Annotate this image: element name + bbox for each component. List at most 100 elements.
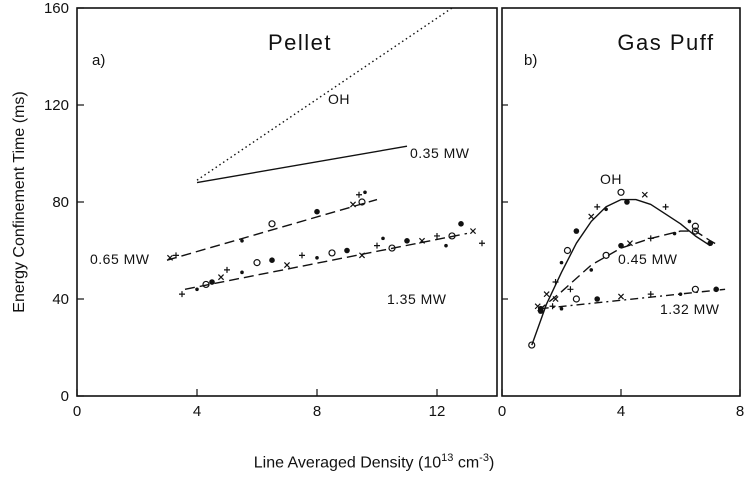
panel-a-series-3-point-11 bbox=[315, 255, 319, 260]
panel-a-series-3-point-8 bbox=[269, 257, 275, 264]
panel-a-series-3-point-6 bbox=[240, 270, 244, 275]
x-axis-label-pre: Line Averaged Density (10 bbox=[253, 454, 442, 472]
panel-a-series-3-point-1 bbox=[195, 287, 199, 292]
panel-a-ytick-label-2: 80 bbox=[52, 194, 69, 211]
panel-b-series-2-point-9 bbox=[713, 286, 719, 293]
panel-b-series-1-point-6 bbox=[626, 240, 633, 247]
panel-a-series-2-point-4 bbox=[314, 208, 320, 215]
panel-b-title: Gas Puff bbox=[617, 30, 714, 55]
x-axis-label-mid: cm bbox=[453, 454, 480, 472]
panel-b-series-1-point-10 bbox=[707, 240, 714, 247]
panel-a-xtick-label-0: 0 bbox=[73, 403, 81, 420]
panel-a-xtick-label-2: 8 bbox=[313, 403, 321, 420]
panel-a-frame bbox=[76, 7, 498, 397]
panel-b-series-1-point-4 bbox=[602, 251, 610, 259]
panel-a-series-3-point-9 bbox=[283, 262, 291, 269]
panel-b-series-0-point-0 bbox=[528, 341, 536, 349]
panel-a-series-3-point-5 bbox=[224, 266, 230, 273]
panel-b-series-2-point-3 bbox=[572, 295, 580, 303]
panel-b-series-0-line bbox=[531, 198, 711, 346]
panel-a-series-3-point-13 bbox=[344, 247, 350, 254]
panel-b-series-1-point-0 bbox=[537, 308, 544, 314]
panel-a-series-3-point-19 bbox=[418, 237, 426, 244]
label-b-oh: OH bbox=[600, 171, 622, 187]
panel-b-series-2-point-5 bbox=[617, 293, 625, 300]
panel-b-series-0-point-4 bbox=[559, 260, 564, 265]
panel-a-series-3-point-3 bbox=[209, 279, 215, 285]
panel-b-series-0-point-5 bbox=[563, 246, 572, 255]
panel-a-series-3-point-22 bbox=[448, 232, 456, 240]
panel-a-ytick-label-0: 0 bbox=[61, 388, 69, 405]
panel-b-series-1-line bbox=[537, 230, 720, 312]
label-b-045mw: 0.45 MW bbox=[618, 251, 678, 267]
panel-a-xtick-label-1: 4 bbox=[193, 403, 201, 420]
panel-a-series-3-point-21 bbox=[444, 243, 448, 248]
panel-a-series-2-point-7 bbox=[363, 190, 367, 195]
panel-a-series-3-point-25 bbox=[479, 240, 485, 247]
panel-a-series-3-point-23 bbox=[458, 221, 464, 227]
panel-b-series-0-point-12 bbox=[641, 191, 648, 198]
panel-b-series-2-point-7 bbox=[678, 292, 683, 296]
panel-b-frame bbox=[501, 7, 741, 397]
panel-a-series-2-point-2 bbox=[240, 239, 244, 243]
panel-b-series-0-point-9 bbox=[604, 207, 608, 212]
panel-a-title: Pellet bbox=[268, 30, 332, 55]
panel-a-series-3-point-24 bbox=[469, 228, 477, 235]
x-axis-label-post: ) bbox=[488, 454, 495, 472]
panel-a-series-3-point-10 bbox=[299, 252, 305, 259]
panel-a-ytick-label-1: 40 bbox=[52, 291, 69, 308]
label-b-132mw: 1.32 MW bbox=[660, 301, 720, 317]
panel-b-series-2-point-2 bbox=[559, 306, 564, 311]
panel-b-series-0-point-11 bbox=[624, 199, 630, 205]
panel-b-series-1-point-3 bbox=[589, 268, 594, 272]
panel-a-series-2-point-5 bbox=[349, 201, 357, 208]
panel-a-series-1-line bbox=[196, 145, 408, 184]
panel-b-series-1-point-5 bbox=[618, 242, 624, 249]
panel-b-series-0-point-15 bbox=[691, 227, 699, 235]
panel-b-series-0-point-13 bbox=[662, 203, 669, 210]
panel-b-xtick-label-1: 4 bbox=[617, 403, 625, 420]
panel-b-series-0-point-14 bbox=[687, 219, 692, 224]
panel-b-series-0-point-10 bbox=[617, 188, 625, 196]
panel-a-series-2-point-8 bbox=[358, 198, 366, 206]
panel-a-letter: a) bbox=[92, 52, 105, 69]
panel-b-series-0-point-3 bbox=[552, 279, 559, 286]
panel-b-series-1-point-8 bbox=[672, 231, 677, 236]
panel-b-xtick-label-2: 8 bbox=[736, 403, 744, 420]
label-a-065mw: 0.65 MW bbox=[90, 251, 150, 267]
panel-b-series-0-point-2 bbox=[543, 291, 550, 298]
panel-a-series-3-point-12 bbox=[328, 249, 336, 257]
panel-a-series-3-point-16 bbox=[381, 236, 385, 241]
panel-a-series-3-point-17 bbox=[388, 244, 396, 252]
panel-b-series-1-point-1 bbox=[552, 295, 559, 303]
panel-a-series-3-point-0 bbox=[179, 291, 185, 298]
panel-b-series-2-point-4 bbox=[594, 296, 600, 302]
panel-a-series-3-point-14 bbox=[358, 252, 366, 259]
x-axis-label-exp1: 13 bbox=[441, 452, 454, 464]
panel-a-series-3-point-20 bbox=[434, 232, 440, 239]
panel-a-series-3-point-18 bbox=[404, 238, 410, 244]
panel-b-series-1-point-2 bbox=[567, 286, 574, 293]
panel-a-series-2-point-1 bbox=[173, 252, 179, 259]
panel-a-series-2-point-6 bbox=[356, 191, 362, 198]
panel-a-xtick-label-3: 12 bbox=[429, 403, 446, 420]
panel-a-series-2-point-0 bbox=[166, 254, 174, 261]
panel-b-series-2-point-6 bbox=[647, 291, 654, 298]
x-axis-label: Line Averaged Density (1013 cm-3) bbox=[0, 452, 748, 472]
panel-b-series-0-point-7 bbox=[588, 213, 595, 220]
panel-a-series-3-point-7 bbox=[253, 259, 261, 267]
panel-b-series-0-point-6 bbox=[573, 228, 580, 234]
label-a-oh: OH bbox=[328, 91, 350, 107]
panel-b-series-0-point-8 bbox=[594, 203, 601, 210]
panel-a-series-3-point-2 bbox=[202, 280, 210, 289]
panel-b-series-2-point-1 bbox=[549, 303, 556, 310]
panel-a-series-3-line bbox=[184, 232, 468, 290]
y-axis-label: Energy Confinement Time (ms) bbox=[11, 91, 28, 312]
panel-a-series-3-point-15 bbox=[374, 242, 380, 249]
panel-a-ytick-label-3: 120 bbox=[44, 97, 69, 114]
panel-b-xtick-label-0: 0 bbox=[498, 403, 506, 420]
panel-a-series-3-point-4 bbox=[217, 274, 225, 281]
panel-a-series-0-line bbox=[196, 7, 453, 181]
panel-a-ytick-label-4: 160 bbox=[44, 0, 69, 17]
